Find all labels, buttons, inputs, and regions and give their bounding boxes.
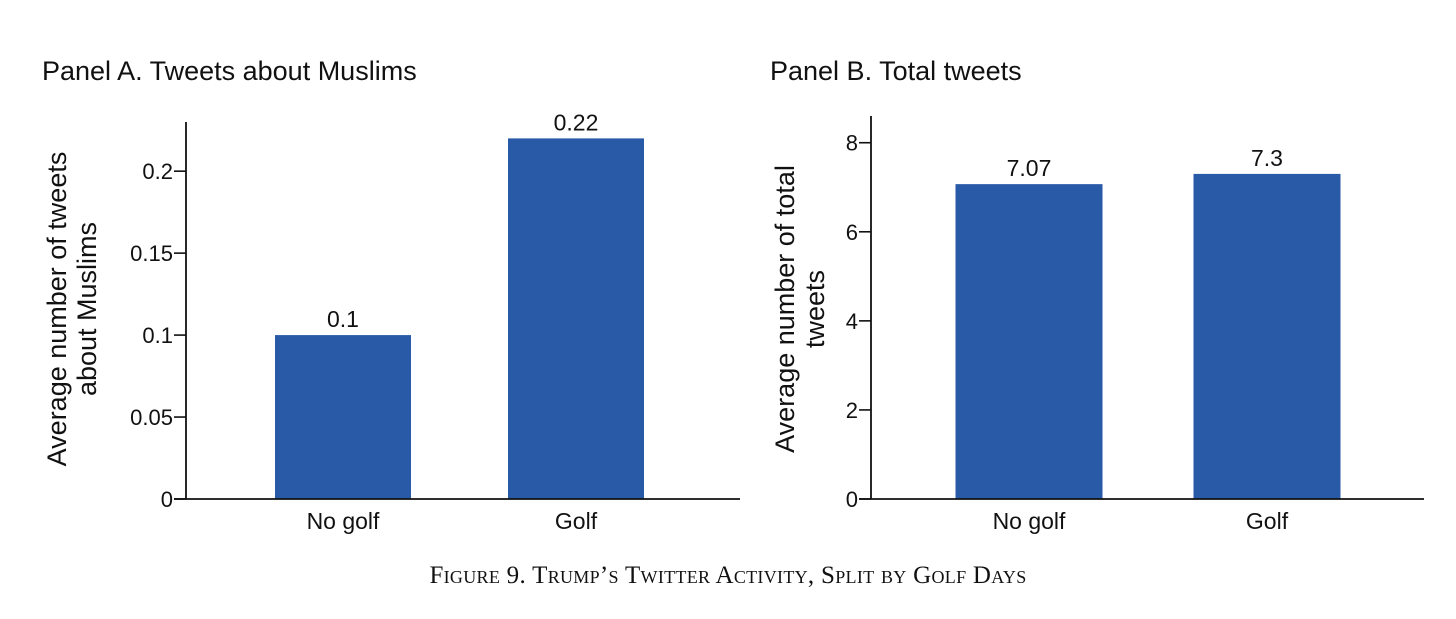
data-label: 0.1 [327,306,359,332]
y-axis-title-line: about Muslims [72,222,102,396]
y-tick-label: 0 [846,487,858,512]
bar-no-golf [275,335,411,499]
panel-a-chart: Panel A. Tweets about Muslims Average num… [42,56,740,534]
data-label: 7.3 [1251,145,1283,171]
y-tick-label: 8 [846,131,858,156]
panel-title: Panel B. Total tweets [770,56,1022,86]
data-label: 0.22 [554,109,599,135]
panel-b-chart: Panel B. Total tweets Average number of t… [770,56,1424,534]
x-tick-label: No golf [307,508,380,534]
y-tick-label: 0.2 [142,159,173,184]
y-axis-title: Average number of totaltweets [770,165,830,453]
bar-no-golf [955,184,1103,499]
bar-golf [1193,173,1341,499]
y-axis-title-line: Average number of total [770,165,800,453]
y-axis-title-line: Average number of tweets [42,152,72,467]
y-tick-label: 4 [846,309,858,334]
x-tick-label: No golf [993,508,1066,534]
y-tick-label: 0.05 [130,405,173,430]
data-label: 7.07 [1007,155,1052,181]
y-tick-label: 0.1 [142,323,173,348]
panel-title: Panel A. Tweets about Muslims [42,56,417,86]
bar-golf [508,138,644,500]
y-axis-title-line: tweets [800,270,830,348]
y-tick-label: 0 [161,487,173,512]
y-tick-label: 2 [846,398,858,423]
y-tick-label: 0.15 [130,241,173,266]
x-tick-label: Golf [555,508,598,534]
y-axis-title: Average number of tweetsabout Muslims [42,152,102,467]
x-tick-label: Golf [1246,508,1289,534]
y-tick-label: 6 [846,220,858,245]
figure-caption: Figure 9. Trump’s Twitter Activity, Spli… [429,562,1027,589]
